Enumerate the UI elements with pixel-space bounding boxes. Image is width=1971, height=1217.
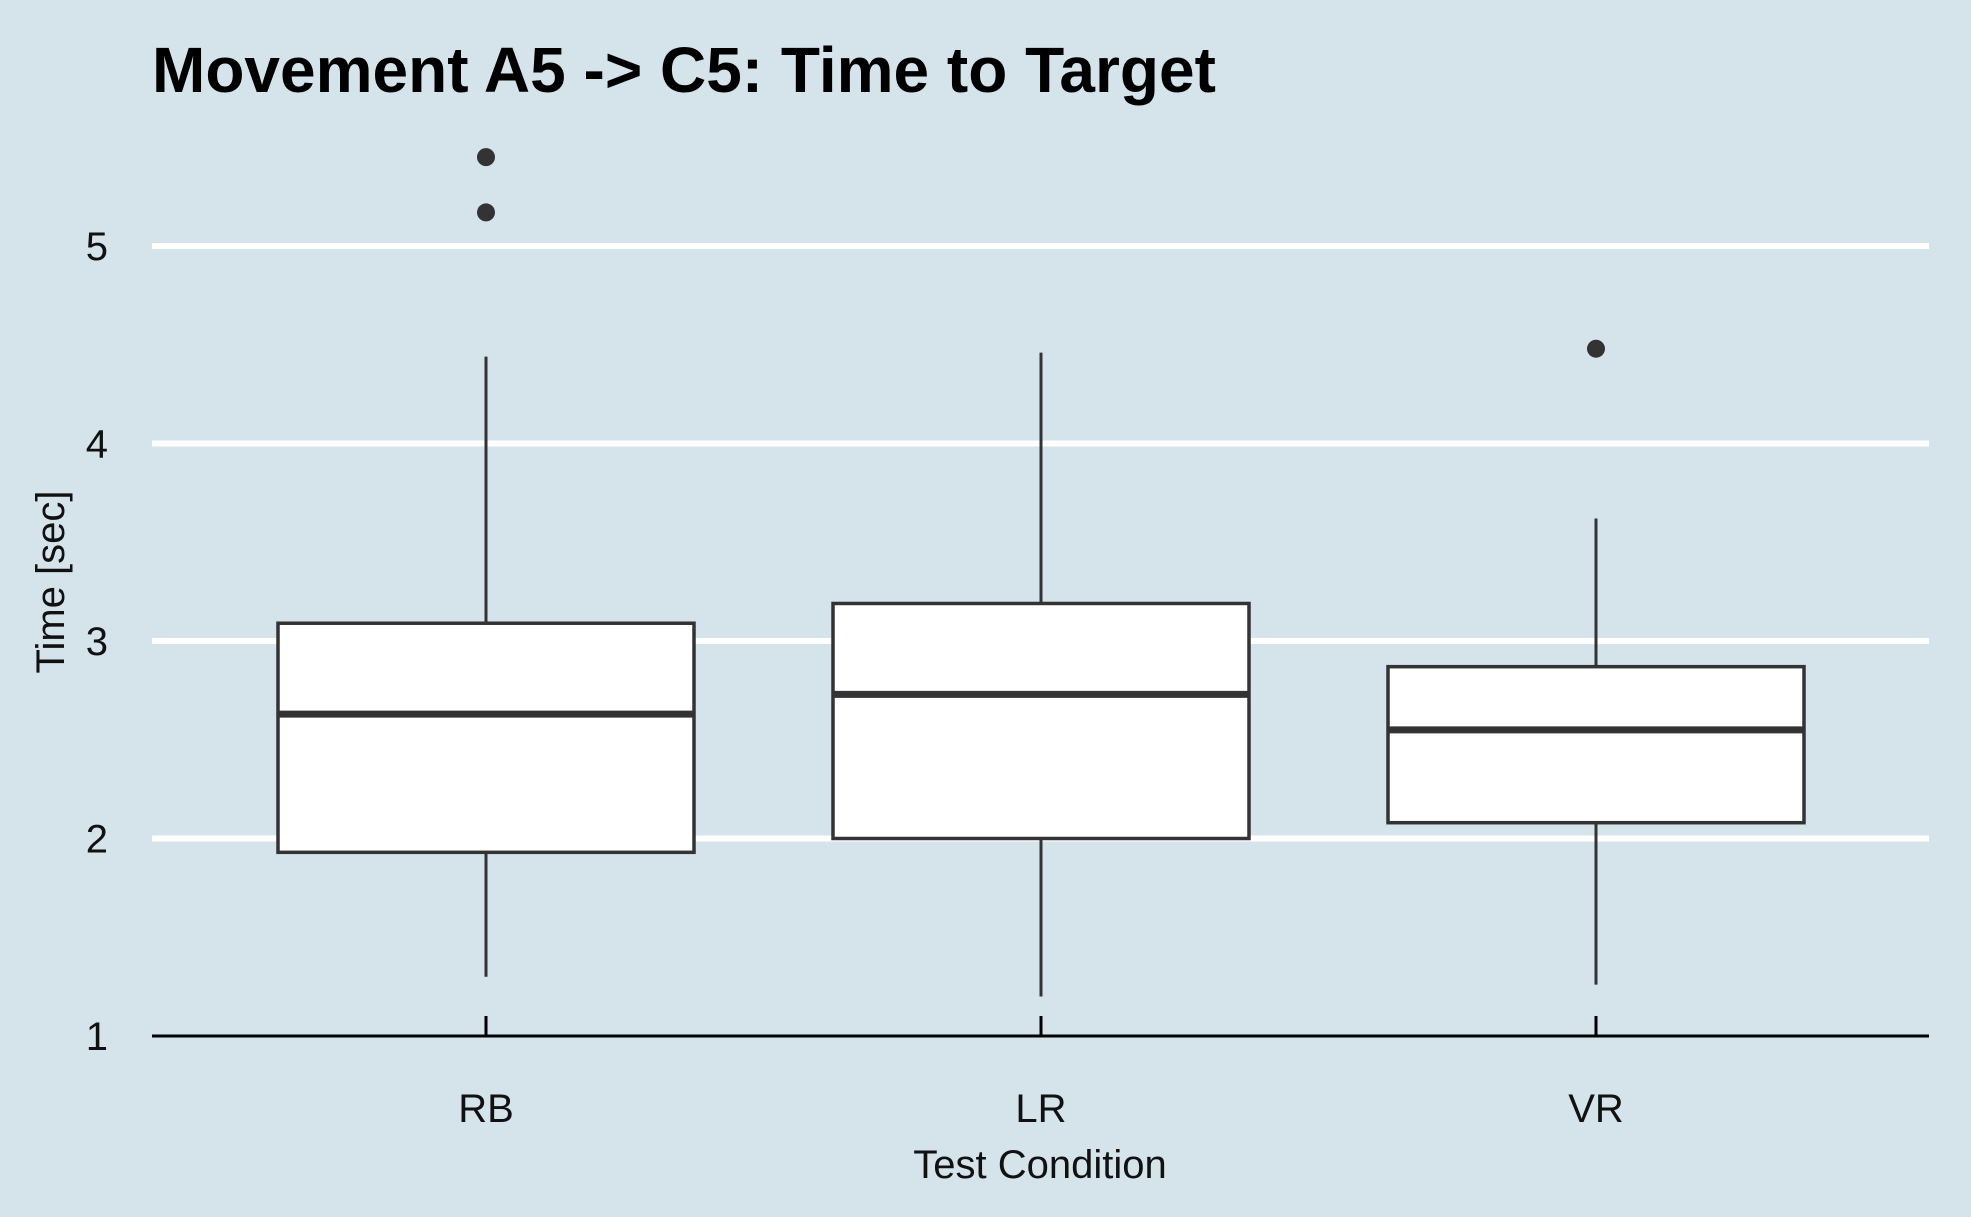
box-lr [831, 352, 1251, 997]
box-iqr [1386, 664, 1806, 825]
boxes [276, 148, 1806, 997]
x-tick-label: VR [1568, 1087, 1624, 1131]
y-tick-label: 4 [86, 423, 108, 467]
y-tick-label: 3 [86, 620, 108, 664]
y-tick-label: 1 [86, 1015, 108, 1059]
y-tick-label: 2 [86, 818, 108, 862]
outlier-point [1587, 339, 1605, 358]
box-iqr [276, 621, 696, 855]
box-rb [276, 148, 696, 977]
x-axis-ticks: RB LR VR [458, 1016, 1624, 1131]
y-axis-title: Time [sec] [29, 491, 73, 674]
x-axis-title: Test Condition [913, 1143, 1166, 1187]
y-tick-labels: 1 2 3 4 5 [86, 225, 108, 1059]
chart-title: Movement A5 -> C5: Time to Target [152, 34, 1216, 106]
outlier-point [477, 148, 495, 167]
outlier-point [477, 203, 495, 222]
box-vr [1386, 339, 1806, 985]
y-tick-label: 5 [86, 225, 108, 269]
box-iqr [831, 601, 1251, 841]
x-tick-label: RB [458, 1087, 514, 1131]
x-tick-label: LR [1015, 1087, 1066, 1131]
